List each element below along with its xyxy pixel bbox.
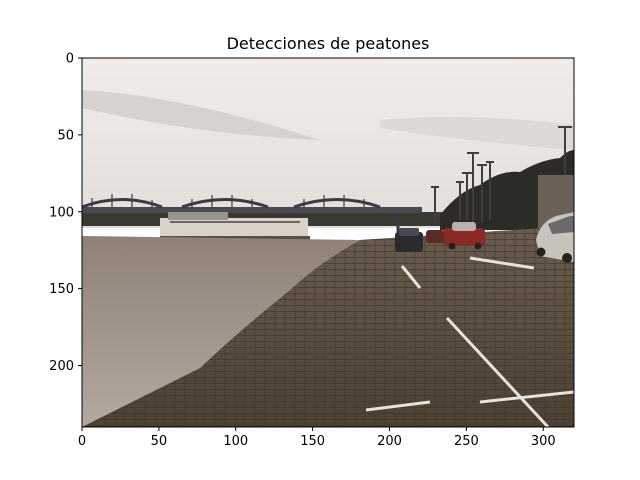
x-tick-label: 50 [151,434,168,449]
x-tick-label: 100 [223,434,248,449]
cobblestone-texture [82,226,574,427]
y-tick-label: 200 [49,359,74,374]
cloud-streak [82,90,320,140]
parked-car [536,212,574,263]
x-tick-label: 200 [377,434,402,449]
x-tick-label: 300 [531,434,556,449]
x-axis: 0 50 100 150 200 250 300 [78,427,556,449]
y-axis: 0 50 100 150 200 [49,52,82,374]
y-tick-label: 150 [49,282,74,297]
parked-car [395,228,423,252]
x-tick-label: 150 [300,434,325,449]
photo-image [82,58,574,427]
lamp-posts [431,126,572,222]
parked-car [443,222,485,250]
y-tick-label: 0 [66,52,74,67]
axes-frame [81,57,575,428]
x-tick-label: 250 [454,434,479,449]
parking-lines [365,256,574,427]
y-tick-label: 100 [49,205,74,220]
x-tick-label: 0 [78,434,86,449]
y-tick-label: 50 [57,128,74,143]
cloud-streak [380,116,574,150]
river-water [82,236,360,427]
chart-title: Detecciones de peatones [227,34,430,53]
parked-car [426,230,444,243]
